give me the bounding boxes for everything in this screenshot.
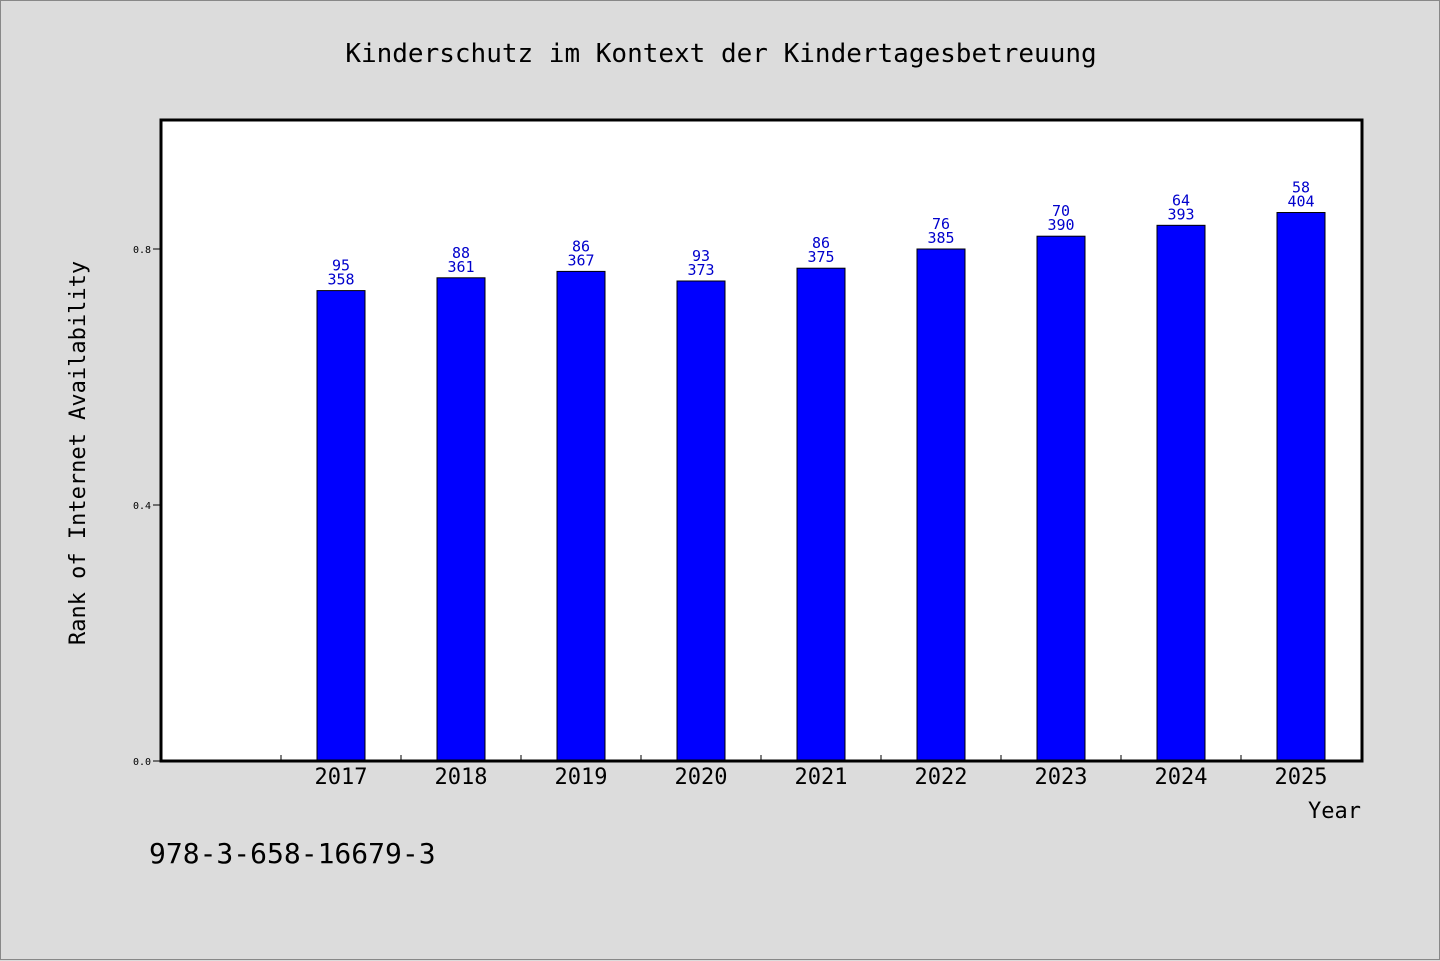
data-label-bottom: 385 bbox=[927, 229, 954, 247]
bar-2022 bbox=[916, 248, 966, 762]
x-category-label: 2023 bbox=[1035, 765, 1088, 790]
x-category-label: 2019 bbox=[555, 765, 608, 790]
bar-2021 bbox=[796, 267, 846, 762]
data-label-top: 64 bbox=[1172, 191, 1190, 209]
bar-2025 bbox=[1276, 212, 1326, 762]
bar-2024 bbox=[1156, 224, 1206, 762]
bar-2020 bbox=[676, 280, 726, 762]
x-category-label: 2018 bbox=[435, 765, 488, 790]
y-axis-ticks: 0.0 0.4 0.8 bbox=[133, 245, 161, 768]
data-label-bottom: 393 bbox=[1167, 205, 1194, 223]
data-label-top: 95 bbox=[332, 257, 350, 275]
x-category-label: 2020 bbox=[675, 765, 728, 790]
data-label-bottom: 373 bbox=[687, 261, 714, 279]
x-axis-categories: 2017 2018 2019 2020 2021 2022 2023 2024 2025 bbox=[315, 765, 1328, 790]
y-tick-label: 0.0 bbox=[133, 757, 151, 768]
data-label-top: 86 bbox=[572, 237, 590, 255]
x-category-label: 2017 bbox=[315, 765, 368, 790]
chart-title: Kinderschutz im Kontext der Kindertagesb… bbox=[345, 39, 1096, 69]
plot-border bbox=[159, 118, 1364, 763]
data-label-top: 88 bbox=[452, 244, 470, 262]
data-label-bottom: 367 bbox=[567, 251, 594, 269]
y-axis-title: Rank of Internet Availability bbox=[66, 261, 91, 645]
data-label-top: 93 bbox=[692, 247, 710, 265]
x-category-label: 2021 bbox=[795, 765, 848, 790]
data-label-top: 70 bbox=[1052, 202, 1070, 220]
data-label-bottom: 375 bbox=[807, 248, 834, 266]
bar-2017 bbox=[316, 290, 366, 762]
bar-2023 bbox=[1036, 235, 1086, 762]
data-label-bottom: 358 bbox=[327, 271, 354, 289]
x-category-label: 2024 bbox=[1155, 765, 1208, 790]
bar-2019 bbox=[556, 270, 606, 762]
isbn-label: 978-3-658-16679-3 bbox=[149, 837, 436, 870]
x-axis-title: Year bbox=[1308, 799, 1361, 824]
data-label-bottom: 390 bbox=[1047, 216, 1074, 234]
bar-series bbox=[316, 212, 1326, 762]
y-tick-label: 0.8 bbox=[133, 245, 151, 256]
y-tick-label: 0.4 bbox=[133, 501, 151, 512]
data-label-top: 86 bbox=[812, 234, 830, 252]
x-category-label: 2025 bbox=[1275, 765, 1328, 790]
data-label-bottom: 404 bbox=[1287, 193, 1314, 211]
bar-2018 bbox=[436, 277, 486, 762]
x-category-label: 2022 bbox=[915, 765, 968, 790]
data-label-top: 76 bbox=[932, 215, 950, 233]
data-label-top: 58 bbox=[1292, 179, 1310, 197]
data-label-bottom: 361 bbox=[447, 258, 474, 276]
